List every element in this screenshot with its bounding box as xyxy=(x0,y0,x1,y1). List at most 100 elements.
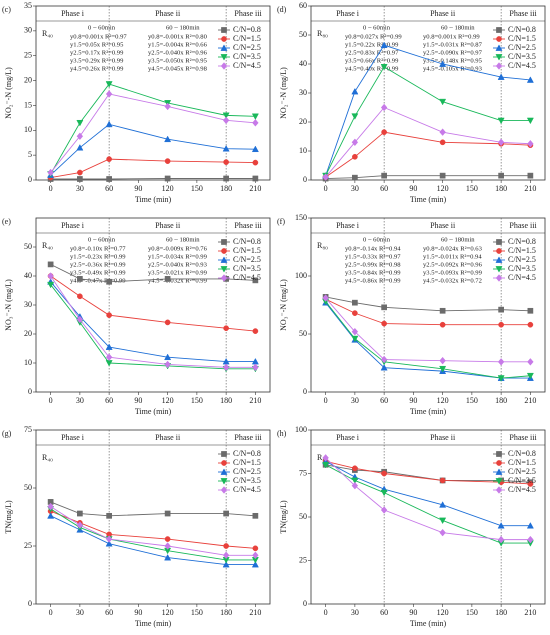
x-tick-label: 0 xyxy=(49,184,53,193)
marker xyxy=(381,470,387,477)
marker xyxy=(76,119,84,127)
x-tick-label: 30 xyxy=(76,608,84,617)
marker xyxy=(47,261,54,268)
marker xyxy=(252,159,259,166)
equation: y2.5=0.83x R²=0.97 xyxy=(345,50,399,57)
marker xyxy=(497,535,505,544)
marker xyxy=(105,81,113,88)
marker xyxy=(220,486,228,494)
marker xyxy=(106,156,112,162)
x-tick-label: 90 xyxy=(409,396,417,405)
marker xyxy=(495,274,503,282)
phase-label: Phase i xyxy=(336,9,360,18)
marker xyxy=(106,176,112,182)
x-tick-label: 150 xyxy=(466,608,478,617)
equation: y4.5=-0.86x R²=0.99 xyxy=(345,278,401,285)
x-tick-label: 60 xyxy=(105,396,113,405)
reactor-label: R₈₀ xyxy=(317,453,328,462)
equation: y2.5=-0.040x R²=0.93 xyxy=(148,262,208,269)
y-axis-label: TN(mg/L) xyxy=(4,500,13,534)
marker xyxy=(220,468,228,475)
marker xyxy=(497,138,505,147)
legend-label: C/N=2.5 xyxy=(508,467,536,476)
marker xyxy=(222,112,230,119)
y-tick-label: 0 xyxy=(28,175,32,184)
marker xyxy=(497,73,505,80)
phase-label: Phase ii xyxy=(155,9,181,18)
y-axis-label: NO₃⁻-N (mg/L) xyxy=(4,279,13,331)
marker xyxy=(222,551,230,560)
legend-label: C/N=4.5 xyxy=(233,61,261,70)
series-line xyxy=(325,44,531,176)
x-tick-label: 90 xyxy=(409,184,417,193)
marker xyxy=(105,343,113,350)
marker xyxy=(164,175,171,182)
marker xyxy=(106,278,112,285)
marker xyxy=(439,356,446,365)
marker xyxy=(252,551,259,560)
panel-label: (d) xyxy=(277,5,287,14)
marker xyxy=(105,535,113,543)
legend-label: C/N=1.5 xyxy=(233,246,261,255)
marker xyxy=(220,274,228,282)
marker xyxy=(380,103,388,112)
equation: y0.8=0.001x R²=0.99 xyxy=(423,34,480,41)
series-line xyxy=(50,508,256,561)
x-tick-label: 30 xyxy=(351,184,359,193)
x-tick-label: 90 xyxy=(134,396,142,405)
x-tick-label: 0 xyxy=(49,396,53,405)
plot-frame xyxy=(35,429,271,605)
x-tick-label: 60 xyxy=(380,608,388,617)
marker xyxy=(220,266,228,273)
plot-frame xyxy=(35,5,271,181)
marker xyxy=(381,129,387,135)
y-tick-label: 50 xyxy=(24,242,32,251)
marker xyxy=(495,468,503,475)
y-tick-label: 30 xyxy=(24,300,32,309)
x-tick-label: 210 xyxy=(524,608,536,617)
equation: y1.5=0.22x R²=0.99 xyxy=(345,42,399,49)
equation: y0.8=0.001x R²=0.97 xyxy=(70,34,127,41)
marker xyxy=(498,321,504,328)
marker xyxy=(252,545,259,552)
legend-label: C/N=0.8 xyxy=(233,25,261,34)
marker xyxy=(221,239,227,245)
marker xyxy=(164,102,171,111)
y-axis-label: TN(mg/L) xyxy=(279,500,288,534)
series-line xyxy=(325,460,531,527)
x-tick-label: 90 xyxy=(134,184,142,193)
marker xyxy=(496,239,502,245)
marker xyxy=(526,522,534,529)
marker xyxy=(496,451,502,457)
marker xyxy=(381,304,387,311)
marker xyxy=(164,319,171,326)
series-line xyxy=(325,464,531,483)
reactor-label: R₄₀ xyxy=(42,241,53,250)
legend-label: C/N=2.5 xyxy=(233,43,261,52)
marker xyxy=(380,489,388,497)
equation-header: 0 ~ 60min xyxy=(88,237,116,244)
marker xyxy=(77,276,83,282)
y-tick-label: 30 xyxy=(24,26,32,35)
y-tick-label: 40 xyxy=(24,271,32,280)
panel-label: (c) xyxy=(2,5,11,14)
marker xyxy=(495,54,503,61)
marker xyxy=(497,358,505,366)
marker xyxy=(77,176,83,182)
marker xyxy=(47,168,54,177)
equation: y4.5=0.26x R²=0.99 xyxy=(70,66,124,73)
y-tick-label: 50 xyxy=(299,512,307,521)
equation-header: 60 ~ 180min xyxy=(441,25,475,32)
y-tick-label: 20 xyxy=(299,117,307,126)
x-tick-label: 30 xyxy=(351,608,359,617)
y-tick-label: 50 xyxy=(24,483,32,492)
marker xyxy=(439,321,446,328)
x-axis-label: Time (min) xyxy=(410,195,447,204)
marker xyxy=(439,365,447,373)
phase-label: Phase iii xyxy=(509,221,537,230)
marker xyxy=(223,325,229,332)
marker xyxy=(105,120,113,128)
marker xyxy=(222,560,230,568)
legend-label: C/N=2.5 xyxy=(233,467,261,476)
